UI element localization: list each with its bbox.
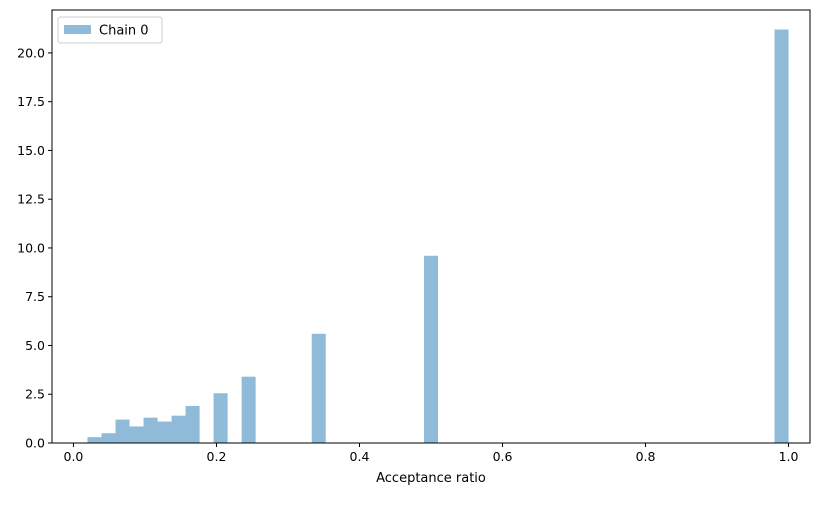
y-axis-ticks: 0.0 2.5 5.0 7.5 10.0 12.5 15.0 17.5 20.0 bbox=[17, 45, 52, 451]
legend: Chain 0 bbox=[57, 16, 163, 44]
histogram-bar-10 bbox=[311, 333, 326, 443]
x-axis-ticks: 0.0 0.2 0.4 0.6 0.8 1.0 bbox=[64, 443, 799, 464]
y-tick-label-3: 7.5 bbox=[25, 289, 45, 304]
x-tick-label-2: 0.4 bbox=[350, 449, 370, 464]
y-tick-label-5: 12.5 bbox=[17, 192, 45, 207]
x-tick-label-4: 0.8 bbox=[636, 449, 656, 464]
y-tick-label-7: 17.5 bbox=[17, 94, 45, 109]
histogram-bar-3 bbox=[129, 426, 144, 443]
histogram-bar-8 bbox=[213, 393, 228, 443]
legend-box bbox=[57, 16, 163, 44]
x-tick-label-5: 1.0 bbox=[779, 449, 799, 464]
y-tick-label-8: 20.0 bbox=[17, 45, 45, 60]
y-tick-label-6: 15.0 bbox=[17, 143, 45, 158]
histogram-bar-9 bbox=[241, 376, 256, 443]
histogram-bar-12 bbox=[774, 29, 789, 443]
x-tick-label-0: 0.0 bbox=[64, 449, 84, 464]
histogram-bar-11 bbox=[423, 255, 439, 443]
bars-layer bbox=[87, 29, 789, 443]
histogram-bar-1 bbox=[101, 433, 116, 443]
x-axis-label: Acceptance ratio bbox=[376, 471, 486, 486]
y-tick-label-2: 5.0 bbox=[25, 338, 45, 353]
y-tick-label-1: 2.5 bbox=[25, 387, 45, 402]
x-tick-label-1: 0.2 bbox=[207, 449, 227, 464]
x-tick-label-3: 0.6 bbox=[493, 449, 513, 464]
histogram-bar-6 bbox=[171, 415, 186, 443]
histogram-bar-4 bbox=[143, 417, 158, 443]
y-tick-label-4: 10.0 bbox=[17, 240, 45, 255]
histogram-bar-5 bbox=[157, 421, 172, 443]
legend-label: Chain 0 bbox=[99, 24, 149, 39]
legend-swatch bbox=[64, 25, 91, 34]
plot-frame bbox=[51, 9, 811, 444]
y-tick-label-0: 0.0 bbox=[25, 436, 45, 451]
histogram-bar-0 bbox=[87, 437, 102, 443]
histogram-bar-7 bbox=[185, 405, 200, 443]
histogram-bar-2 bbox=[115, 419, 130, 443]
